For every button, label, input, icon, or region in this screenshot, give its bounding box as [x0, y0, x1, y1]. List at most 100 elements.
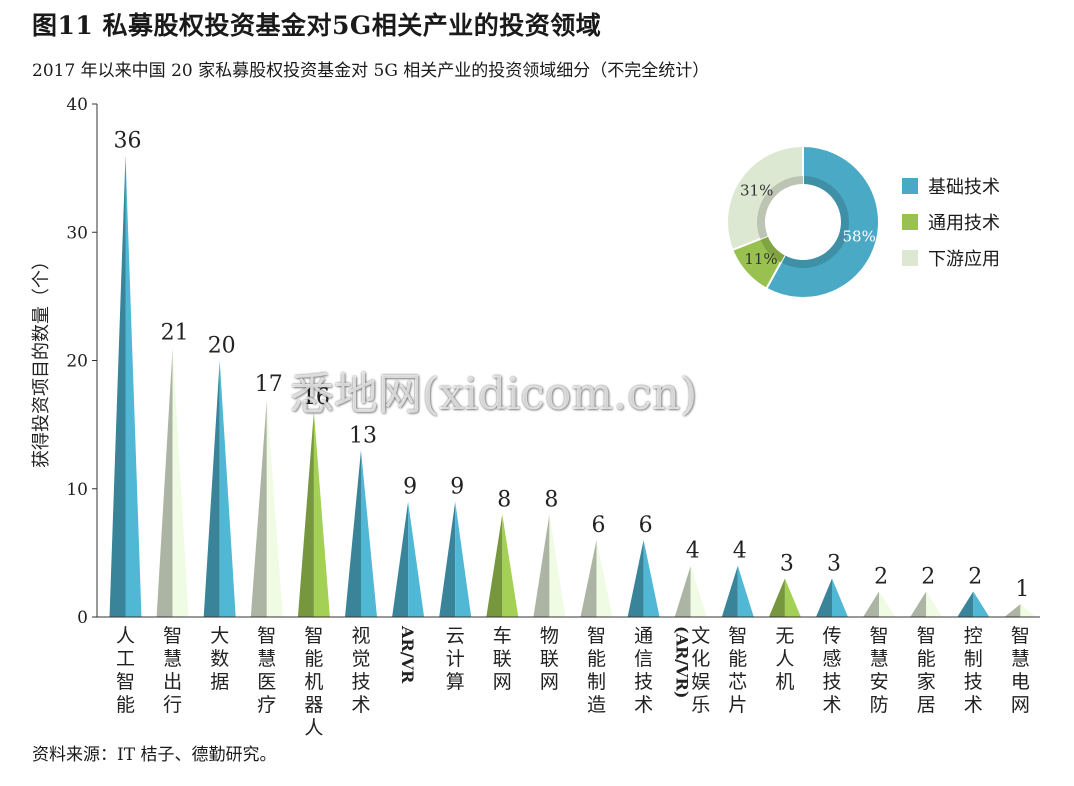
bar — [439, 501, 472, 617]
bar-face-right — [361, 450, 377, 617]
bar — [109, 155, 142, 618]
x-category-char: 制 — [964, 648, 983, 670]
bar — [863, 591, 896, 617]
bar-value-label: 4 — [686, 539, 700, 564]
bar-face-left — [816, 578, 832, 617]
x-category-char: 术 — [351, 694, 370, 716]
x-category-char: 智 — [116, 671, 135, 693]
y-tick-label: 10 — [66, 480, 88, 500]
bar-face-left — [863, 591, 880, 617]
x-category-char: 慧 — [870, 648, 889, 670]
bar-face-left — [486, 514, 503, 617]
bar-face-left — [1004, 604, 1021, 617]
bar-value-label: 1 — [1015, 577, 1029, 602]
x-category-char: 智 — [728, 625, 747, 647]
x-category-label-part: (AR/VR) — [673, 626, 692, 698]
bar — [297, 411, 330, 617]
bar-value-label: 36 — [114, 128, 142, 153]
bar-face-left — [250, 398, 267, 617]
x-category-char: 网 — [493, 671, 512, 693]
bar-face-right — [690, 565, 707, 617]
y-tick-label: 0 — [77, 608, 88, 628]
x-category-char: 控 — [964, 625, 983, 647]
donut-slice-label: 31% — [740, 182, 773, 200]
x-category-char: 计 — [446, 648, 465, 670]
x-category-char: 云 — [446, 625, 465, 647]
x-category-char: 娱 — [691, 671, 710, 693]
x-category-char: 数 — [210, 648, 229, 670]
bar — [580, 540, 613, 617]
bar-value-label: 16 — [302, 385, 330, 410]
x-category-char: 片 — [728, 694, 747, 716]
x-category-char: 传 — [822, 625, 841, 647]
x-category-char: 能 — [304, 648, 323, 670]
bar-face-right — [549, 514, 566, 617]
x-category-char: 智 — [1011, 625, 1030, 647]
bar-value-label: 9 — [403, 475, 417, 500]
bar-value-label: 6 — [639, 513, 653, 538]
bar — [250, 398, 283, 617]
x-category-char: 视 — [351, 625, 370, 647]
donut-chart: 58% 11% 31% — [726, 144, 880, 299]
x-category-char: 居 — [917, 694, 936, 716]
x-category-char: 医 — [257, 671, 276, 693]
bar-face-right — [1020, 604, 1037, 617]
y-tick-label: 20 — [66, 352, 88, 372]
x-category-char: 器 — [304, 694, 323, 716]
bar-face-left — [627, 540, 644, 617]
x-category-char: 乐 — [691, 694, 710, 716]
bar — [1004, 604, 1037, 617]
x-category-char: 术 — [634, 694, 653, 716]
bar-face-right — [502, 514, 519, 617]
x-category-char: 技 — [822, 671, 841, 693]
x-category-char: 机 — [775, 671, 794, 693]
bar-face-right — [125, 155, 142, 618]
legend-item-general: 通用技术 — [902, 211, 1000, 234]
bar — [957, 591, 990, 617]
bar-value-label: 20 — [208, 334, 236, 359]
bar — [674, 565, 707, 617]
x-category-char: 安 — [870, 671, 889, 693]
x-category-char: 技 — [964, 671, 983, 693]
x-category-char: 无 — [775, 625, 794, 647]
bar-face-right — [832, 578, 848, 617]
bar-value-label: 8 — [497, 487, 511, 512]
bar-value-label: 9 — [450, 475, 464, 500]
y-tick-label: 40 — [66, 95, 88, 115]
bar-face-left — [203, 360, 220, 617]
bar — [627, 540, 660, 617]
x-category-char: 智 — [917, 625, 936, 647]
legend-swatch-downstream — [902, 250, 918, 266]
donut-slice-label: 11% — [744, 250, 777, 268]
x-category-char: 人 — [116, 625, 135, 647]
x-category-char: 机 — [304, 671, 323, 693]
bar-face-right — [973, 591, 990, 617]
x-category-char: 物 — [540, 625, 559, 647]
x-category-char: 电 — [1011, 671, 1030, 693]
x-category-label: 大数据 — [210, 625, 229, 693]
x-category-char: 智 — [163, 625, 182, 647]
legend-label-downstream: 下游应用 — [928, 249, 1000, 270]
x-category-char: 大 — [210, 625, 229, 647]
legend-swatch-general — [902, 214, 918, 230]
bar-face-right — [408, 501, 425, 617]
donut-slice-inner — [760, 235, 785, 263]
bar-value-label: 3 — [780, 552, 794, 577]
bar-value-label: 4 — [733, 539, 747, 564]
legend-item-downstream: 下游应用 — [902, 247, 1000, 270]
bar-face-left — [957, 591, 974, 617]
x-category-char: 工 — [116, 648, 135, 670]
bar — [345, 450, 377, 617]
x-category-char: 觉 — [351, 648, 370, 670]
bar-value-label: 2 — [968, 564, 982, 589]
source-note: 资料来源：IT 桔子、德勤研究。 — [32, 745, 277, 765]
x-category-label: 物联网 — [540, 625, 559, 693]
